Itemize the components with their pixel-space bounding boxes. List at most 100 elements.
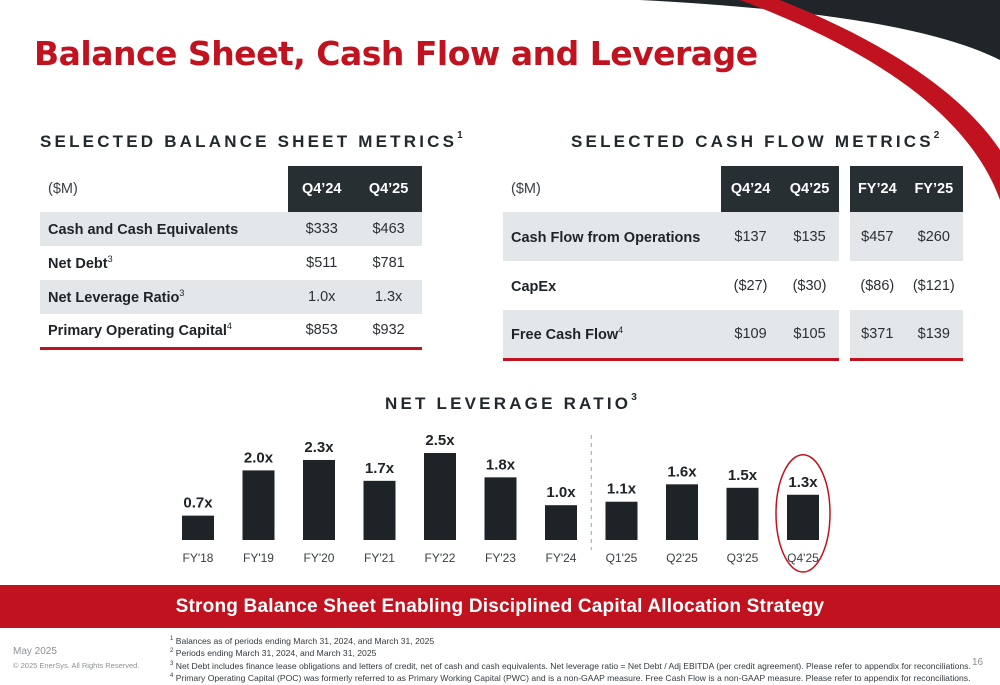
table-cell: ($27) xyxy=(733,277,768,294)
chart-title-text: NET LEVERAGE RATIO xyxy=(385,394,632,413)
page-title: Balance Sheet, Cash Flow and Leverage xyxy=(34,34,758,73)
data-label: 1.6x xyxy=(667,463,697,480)
cash-flow-year-table: FY’24 FY’25 $457 $260 ($86) ($121) $371 … xyxy=(850,166,963,361)
table-row: ($86) ($121) xyxy=(850,261,963,310)
footnote: 3 Net Debt includes finance lease obliga… xyxy=(170,659,971,671)
table-cell: $135 xyxy=(780,212,839,261)
row-note: 4 xyxy=(226,321,232,332)
bar xyxy=(242,470,275,540)
data-label: 0.7x xyxy=(183,495,213,512)
table-cell: $333 xyxy=(288,212,356,246)
row-label-text: Net Debt xyxy=(48,255,108,272)
tick-label: Q4'25 xyxy=(787,551,819,565)
data-label: 1.5x xyxy=(728,467,758,484)
column-header: Q4’25 xyxy=(355,166,422,212)
bar xyxy=(424,453,456,540)
balance-sheet-heading: SELECTED BALANCE SHEET METRICS1 xyxy=(40,130,463,152)
row-label-text: Cash and Cash Equivalents xyxy=(48,221,239,238)
tick-label: Q1'25 xyxy=(606,551,638,565)
table-cell: $105 xyxy=(780,310,839,359)
column-header: Q4’24 xyxy=(288,166,356,212)
row-label: Cash Flow from Operations xyxy=(503,212,722,261)
table-cell: 1.0x xyxy=(288,280,356,314)
tick-label: FY'22 xyxy=(425,551,456,565)
row-label-text: Net Leverage Ratio xyxy=(48,289,180,306)
data-label: 2.5x xyxy=(425,432,455,449)
row-note: 4 xyxy=(618,324,624,335)
unit-label: ($M) xyxy=(40,166,289,212)
footnote-number: 2 xyxy=(170,648,174,655)
table-cell: $932 xyxy=(372,322,405,339)
table-cell: $139 xyxy=(904,310,963,359)
row-label-text: Free Cash Flow xyxy=(511,326,619,343)
table-header-row: ($M) Q4’24 Q4’25 xyxy=(503,166,839,212)
bar xyxy=(484,477,517,540)
bar xyxy=(363,480,396,540)
table-row: Primary Operating Capital4 $853 $932 xyxy=(40,314,422,348)
footnote-number: 1 xyxy=(170,636,174,642)
row-label: Cash and Cash Equivalents xyxy=(40,212,289,246)
table-cell: ($86) xyxy=(860,277,895,294)
row-note: 3 xyxy=(107,254,113,265)
tick-label: FY'21 xyxy=(364,551,395,565)
cash-flow-heading: SELECTED CASH FLOW METRICS2 xyxy=(571,130,940,152)
row-label-text: Primary Operating Capital xyxy=(48,323,227,340)
footnotes: 1 Balances as of periods ending March 31… xyxy=(170,634,971,683)
row-label-text: Cash Flow from Operations xyxy=(511,229,701,246)
row-label-text: CapEx xyxy=(511,278,557,295)
table-row: Net Leverage Ratio3 1.0x 1.3x xyxy=(40,280,422,314)
balance-sheet-heading-note: 1 xyxy=(457,130,463,142)
table-cell: $260 xyxy=(904,212,963,261)
table-row: Cash and Cash Equivalents $333 $463 xyxy=(40,212,422,246)
highlight-ring xyxy=(775,454,831,573)
data-label: 2.0x xyxy=(244,449,274,466)
footer-date: May 2025 xyxy=(13,646,57,657)
footer-copyright: © 2025 EnerSys. All Rights Reserved. xyxy=(13,661,140,670)
unit-label: ($M) xyxy=(503,166,722,212)
footnote-text: Primary Operating Capital (POC) was form… xyxy=(175,672,971,683)
bar xyxy=(726,487,759,540)
bar xyxy=(182,515,214,540)
data-label: 1.0x xyxy=(546,484,576,501)
column-header: Q4’25 xyxy=(780,166,839,212)
cash-flow-heading-note: 2 xyxy=(933,130,940,142)
bar xyxy=(303,459,335,540)
tick-label: FY'23 xyxy=(485,551,516,565)
table-row: CapEx ($27) ($30) xyxy=(503,261,839,310)
table-cell: $371 xyxy=(850,310,905,359)
cash-flow-heading-text: SELECTED CASH FLOW METRICS xyxy=(571,132,934,151)
row-label: Free Cash Flow4 xyxy=(503,310,722,359)
data-label: 1.7x xyxy=(365,460,395,477)
footnote: 4 Primary Operating Capital (POC) was fo… xyxy=(170,671,970,683)
column-header: Q4’24 xyxy=(721,166,781,212)
footnote-text: Balances as of periods ending March 31, … xyxy=(175,635,435,646)
table-header-row: ($M) Q4’24 Q4’25 xyxy=(40,166,422,212)
table-cell: $463 xyxy=(355,212,422,246)
table-cell: $137 xyxy=(721,212,781,261)
balance-sheet-heading-text: SELECTED BALANCE SHEET METRICS xyxy=(40,132,458,151)
footnote-number: 3 xyxy=(170,660,174,667)
footnote-text: Periods ending March 31, 2024, and March… xyxy=(175,648,377,659)
tick-label: FY'24 xyxy=(546,551,577,565)
table-cell: $457 xyxy=(850,212,905,261)
net-leverage-bar-chart: 0.7x FY'18 2.0x FY'19 2.3x FY'20 1.7x FY'21 2.5x… xyxy=(182,432,831,573)
bar xyxy=(545,505,577,540)
table-cell: $511 xyxy=(306,255,338,271)
bar xyxy=(605,501,638,540)
table-cell: $109 xyxy=(721,310,781,359)
page-number: 16 xyxy=(972,657,984,668)
summary-banner: Strong Balance Sheet Enabling Discipline… xyxy=(0,585,1000,628)
tick-label: Q2'25 xyxy=(666,551,698,565)
footnote: 2 Periods ending March 31, 2024, and Mar… xyxy=(170,646,970,658)
footnote-number: 4 xyxy=(170,672,174,679)
row-label: Net Leverage Ratio3 xyxy=(40,280,289,314)
table-cell: 1.3x xyxy=(355,280,422,314)
chart-title: NET LEVERAGE RATIO3 xyxy=(385,392,637,414)
table-row: $457 $260 xyxy=(850,212,963,261)
table-row: $371 $139 xyxy=(850,310,963,359)
data-label: 1.3x xyxy=(788,474,818,491)
table-row: Cash Flow from Operations $137 $135 xyxy=(503,212,839,261)
data-label: 2.3x xyxy=(304,439,334,456)
data-label: 1.1x xyxy=(607,481,637,498)
table-row: Net Debt3 $511 $781 xyxy=(40,246,422,280)
